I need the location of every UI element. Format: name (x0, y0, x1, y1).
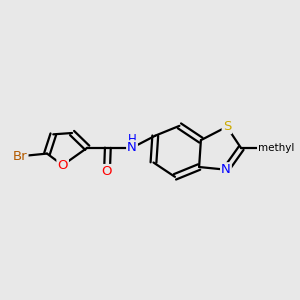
Text: methyl: methyl (258, 143, 294, 153)
Text: N: N (127, 141, 137, 154)
Text: N: N (221, 163, 231, 176)
Text: H: H (128, 133, 136, 146)
Text: O: O (57, 159, 68, 172)
Text: S: S (223, 120, 231, 133)
Text: O: O (102, 165, 112, 178)
Text: Br: Br (13, 150, 28, 163)
